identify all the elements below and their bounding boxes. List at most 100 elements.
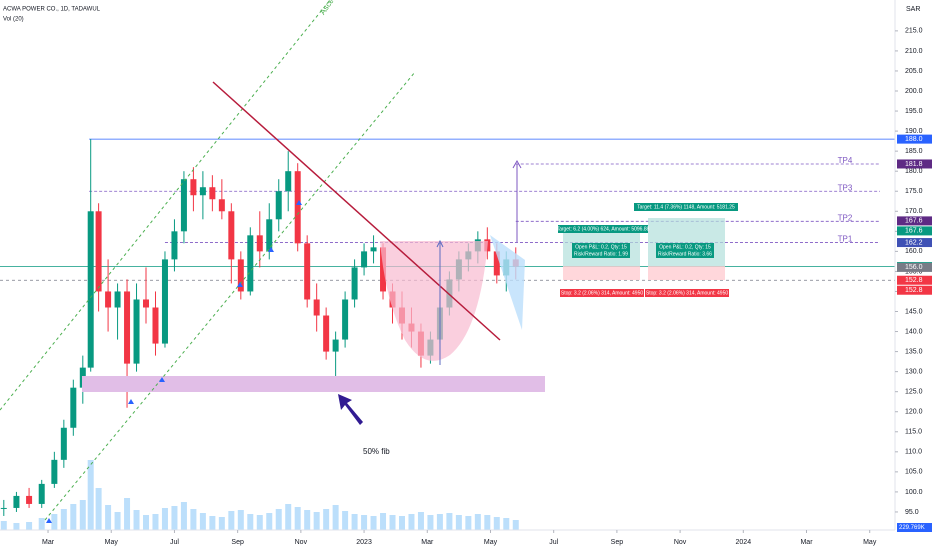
channel-line — [44, 71, 416, 521]
volume-bar — [493, 517, 500, 530]
volume-bar — [446, 513, 453, 530]
volume-bar — [436, 514, 443, 530]
candle-body — [51, 459, 58, 484]
candle-body — [114, 291, 121, 308]
cup-area — [380, 241, 488, 361]
candle-body — [87, 211, 94, 368]
candle-body — [171, 231, 178, 260]
candle-body — [60, 427, 67, 460]
candle-body — [180, 179, 187, 232]
y-tick-label: 185.0 — [905, 148, 923, 155]
y-tick-label: 105.0 — [905, 469, 923, 476]
trade-pnl: Open P&L: 0.2, Qty: 15 — [575, 244, 627, 250]
volume-bar — [199, 513, 206, 530]
candle-body — [199, 187, 206, 196]
candle-body — [218, 199, 225, 212]
volume-bar — [512, 520, 519, 530]
x-tick-label: 2023 — [356, 539, 372, 546]
candle-body — [332, 339, 339, 352]
y-tick-label: 115.0 — [905, 429, 922, 436]
volume-badge-label: 229.769K — [899, 525, 925, 531]
volume-bar — [124, 498, 131, 530]
volume-bar — [190, 509, 197, 530]
trade-label-bg — [634, 203, 738, 211]
price-badge-label: 188.0 — [905, 136, 923, 143]
y-tick-label: 160.0 — [905, 248, 923, 255]
y-tick-label: 215.0 — [905, 28, 923, 35]
trade-stop: Stop: 3.2 (2.06%) 314, Amount: 4950 — [561, 290, 643, 296]
trade-label-bg — [656, 243, 714, 258]
candle-body — [0, 507, 7, 509]
candle-body — [304, 243, 311, 300]
trade-label-bg — [572, 243, 630, 258]
trade-label-bg — [560, 289, 644, 297]
volume-bar — [70, 504, 77, 530]
volume-bar — [304, 510, 311, 530]
volume-bar — [294, 507, 301, 530]
x-tick-label: Sep — [611, 539, 624, 546]
y-tick-label: 180.0 — [905, 168, 923, 175]
x-tick-label: Nov — [674, 539, 687, 546]
flag-area — [490, 235, 525, 330]
price-layer — [0, 138, 895, 530]
volume-bar — [361, 515, 368, 530]
fib-arrow — [338, 394, 363, 425]
volume-bar — [95, 488, 102, 530]
volume-bar — [180, 502, 187, 530]
candle-body — [161, 259, 168, 344]
trade-label-bg — [558, 225, 648, 233]
volume-bar — [408, 514, 415, 530]
volume-bar — [285, 504, 292, 530]
y-tick-label: 130.0 — [905, 368, 923, 375]
x-tick-label: Mar — [42, 539, 55, 546]
x-tick-label: May — [484, 539, 498, 546]
candle-body — [256, 235, 263, 252]
price-badge-label: 152.8 — [905, 287, 923, 294]
trade-label-bg — [645, 289, 729, 297]
volume-bar — [152, 514, 159, 530]
x-tick-label: Mar — [800, 539, 813, 546]
volume-bar — [417, 512, 424, 530]
price-badge-label: 181.8 — [905, 161, 923, 168]
y-tick-label: 95.0 — [905, 509, 919, 516]
trade-stop-box — [563, 266, 640, 280]
currency: SAR — [906, 6, 920, 13]
candle-body — [342, 299, 349, 340]
candle-body — [95, 211, 102, 292]
y-tick-label: 200.0 — [905, 88, 923, 95]
y-tick-label: 135.0 — [905, 348, 923, 355]
volume-bar — [455, 515, 462, 530]
price-badge — [897, 275, 932, 285]
candle-body — [351, 267, 358, 300]
volume-bar — [38, 518, 45, 530]
volume-bar — [0, 521, 7, 530]
price-badge — [897, 238, 932, 248]
volume-bar — [171, 506, 178, 530]
arrow-head — [436, 239, 444, 248]
fib-label: 50% fib — [363, 447, 390, 456]
volume-bar — [79, 500, 86, 530]
tp-label: TP1 — [838, 235, 853, 244]
candle-body — [237, 259, 244, 292]
channel-line — [0, 0, 331, 411]
volume-bar — [380, 513, 387, 530]
candle-body — [380, 247, 387, 292]
volume-bar — [60, 509, 67, 530]
volume-bar — [398, 516, 405, 530]
trade-rr: Risk/Reward Ratio: 1.99 — [574, 251, 628, 257]
candle-body — [370, 247, 377, 252]
candle-body — [26, 495, 33, 504]
y-tick-label: 110.0 — [905, 449, 922, 456]
volume-bar — [351, 514, 358, 530]
volume-bar — [105, 505, 112, 530]
y-tick-label: 195.0 — [905, 108, 923, 115]
support-zone — [82, 376, 545, 392]
volume-bar — [133, 510, 140, 530]
volume-bar — [342, 511, 349, 530]
price-badge-label: 167.6 — [905, 218, 923, 225]
volume-bar — [474, 514, 481, 530]
volume-bar — [13, 523, 20, 530]
candle-body — [361, 251, 368, 268]
x-tick-label: 2024 — [736, 539, 752, 546]
